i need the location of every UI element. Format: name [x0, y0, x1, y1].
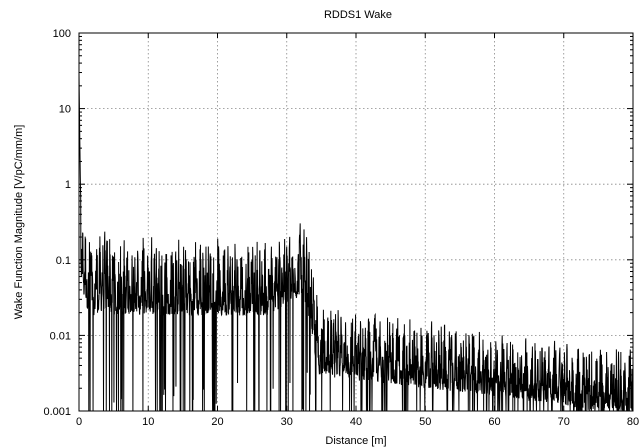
x-tick-label: 40	[350, 416, 362, 428]
y-tick-label: 0.01	[50, 330, 71, 342]
x-tick-label: 30	[281, 416, 293, 428]
y-axis-title: Wake Function Magnitude [V/pC/mm/m]	[13, 125, 25, 320]
x-tick-label: 70	[558, 416, 570, 428]
x-tick-label: 20	[211, 416, 223, 428]
x-tick-label: 80	[627, 416, 639, 428]
wake-series-line	[78, 72, 634, 412]
y-tick-label: 10	[59, 104, 71, 116]
series-group	[78, 72, 634, 412]
x-axis-title: Distance [m]	[325, 435, 386, 447]
chart-title: RDDS1 Wake	[324, 9, 392, 21]
axis-ticks	[78, 32, 634, 412]
y-tick-label: 0.1	[56, 255, 71, 267]
y-tick-label: 100	[53, 28, 71, 40]
x-tick-label: 60	[488, 416, 500, 428]
x-tick-label: 0	[76, 416, 82, 428]
y-tick-label: 0.001	[43, 406, 71, 418]
y-tick-label: 1	[65, 179, 71, 191]
x-tick-label: 10	[142, 416, 154, 428]
y-tick-labels: 0.001 0.01 0.1 1 10 100	[43, 28, 71, 418]
x-tick-label: 50	[419, 416, 431, 428]
x-tick-labels: 0 10 20 30 40 50 60 70 80	[76, 416, 639, 428]
